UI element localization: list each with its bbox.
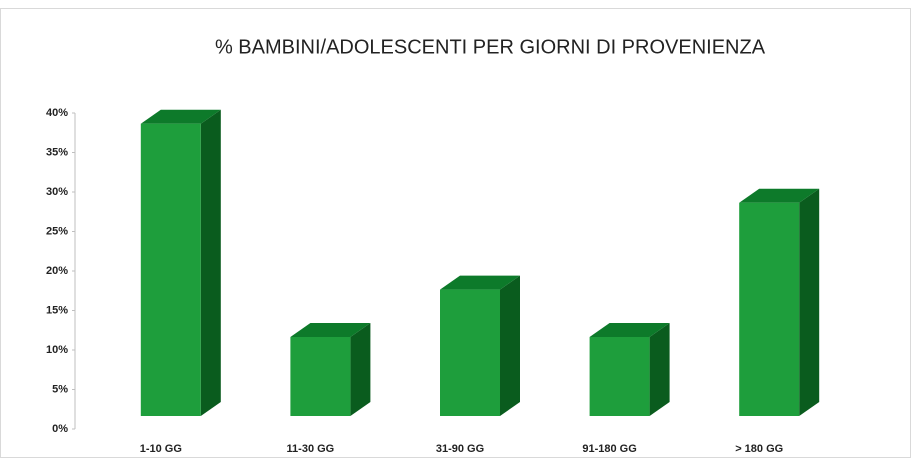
y-tick-label: 35%	[46, 146, 68, 158]
bar	[290, 337, 351, 416]
y-tick-label: 30%	[46, 186, 68, 198]
x-tick-label: 11-30 GG	[287, 443, 335, 455]
bar	[739, 202, 800, 416]
bar-top	[290, 323, 371, 337]
y-tick-label: 15%	[46, 304, 68, 316]
chart-title: % BAMBINI/ADOLESCENTI PER GIORNI DI PROV…	[215, 36, 766, 58]
bar-top	[140, 109, 221, 124]
y-tick-label: 20%	[46, 265, 68, 277]
x-tick-label: 1-10 GG	[140, 443, 182, 455]
bar-side	[799, 188, 820, 416]
bar-top	[440, 275, 520, 290]
bar-top	[739, 188, 820, 203]
y-tick-label: 10%	[46, 344, 68, 356]
bar	[140, 123, 201, 416]
bar	[440, 289, 500, 416]
y-tick-label: 40%	[46, 107, 68, 119]
bar	[589, 337, 650, 416]
x-tick-label: 31-90 GG	[436, 443, 484, 455]
y-tick-label: 0%	[52, 423, 68, 435]
bar-side	[200, 109, 221, 416]
bar-top	[589, 323, 670, 337]
x-tick-label: > 180 GG	[735, 443, 783, 455]
bar-side	[350, 323, 371, 416]
bar-side	[500, 275, 520, 416]
y-tick-label: 5%	[52, 383, 68, 395]
y-tick-label: 25%	[46, 225, 68, 237]
bar-side	[649, 323, 670, 416]
x-tick-label: 91-180 GG	[582, 443, 636, 455]
